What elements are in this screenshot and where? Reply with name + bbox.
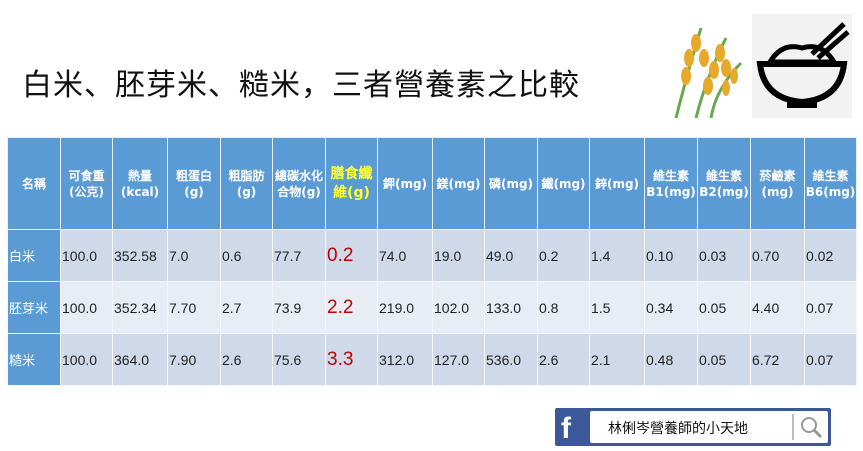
table-cell: 19.0 — [432, 229, 485, 282]
column-header: 維生素B2(mg) — [697, 137, 751, 230]
table-cell: 100.0 — [60, 229, 113, 282]
facebook-search-banner[interactable]: f 林俐岑營養師的小天地 — [555, 408, 831, 446]
table-cell: 0.10 — [644, 229, 698, 282]
table-cell: 73.9 — [272, 281, 326, 334]
column-header: 總碳水化合物(g) — [272, 137, 326, 230]
table-cell: 75.6 — [272, 333, 326, 386]
nutrition-table: 名稱 可食重(公克) 熱量(kcal) 粗蛋白(g) 粗脂肪(g) 總碳水化合物(g) 膳食… — [7, 137, 857, 386]
column-header: 鐵(mg) — [537, 137, 590, 230]
table-cell: 312.0 — [377, 333, 433, 386]
table-cell: 7.0 — [167, 229, 221, 282]
column-header: 可食重(公克) — [60, 137, 113, 230]
facebook-logo-icon: f — [561, 412, 571, 445]
row-name-cell: 胚芽米 — [7, 281, 61, 334]
column-header: 鎂(mg) — [432, 137, 485, 230]
rice-bowl-icon — [752, 14, 852, 118]
table-cell: 0.03 — [697, 229, 751, 282]
column-header: 名稱 — [7, 137, 61, 230]
table-cell: 100.0 — [60, 333, 113, 386]
table-cell: 352.34 — [112, 281, 168, 334]
table-cell: 100.0 — [60, 281, 113, 334]
table-cell: 0.07 — [804, 281, 857, 334]
column-header: 維生素B1(mg) — [644, 137, 698, 230]
table-cell: 4.40 — [750, 281, 805, 334]
column-header: 磷(mg) — [484, 137, 538, 230]
fiber-cell: 2.2 — [325, 281, 378, 334]
column-header: 粗脂肪(g) — [220, 137, 273, 230]
row-name-cell: 糙米 — [7, 333, 61, 386]
table-cell: 0.02 — [804, 229, 857, 282]
table-cell: 0.8 — [537, 281, 590, 334]
table-cell: 7.70 — [167, 281, 221, 334]
table-cell: 0.48 — [644, 333, 698, 386]
table-cell: 2.1 — [589, 333, 645, 386]
column-header: 菸鹼素(mg) — [750, 137, 805, 230]
table-cell: 7.90 — [167, 333, 221, 386]
table-cell: 0.6 — [220, 229, 273, 282]
column-header: 維生素B6(mg) — [804, 137, 857, 230]
table-cell: 77.7 — [272, 229, 326, 282]
table-row: 糙米 100.0 364.0 7.90 2.6 75.6 3.3 312.0 127.0 536.… — [7, 333, 857, 386]
table-row: 白米 100.0 352.58 7.0 0.6 77.7 0.2 74.0 19.0 49.0 0.… — [7, 229, 857, 282]
table-cell: 0.34 — [644, 281, 698, 334]
column-header: 鉀(mg) — [377, 137, 433, 230]
table-cell: 127.0 — [432, 333, 485, 386]
row-name-cell: 白米 — [7, 229, 61, 282]
facebook-page-name: 林俐岑營養師的小天地 — [608, 421, 748, 437]
rice-stalk-icon — [674, 27, 743, 118]
table-cell: 0.70 — [750, 229, 805, 282]
table-cell: 219.0 — [377, 281, 433, 334]
table-cell: 2.6 — [220, 333, 273, 386]
column-header: 膳食纖維(g) — [325, 137, 378, 230]
table-cell: 1.4 — [589, 229, 645, 282]
column-header: 粗蛋白(g) — [167, 137, 221, 230]
column-header: 熱量(kcal) — [112, 137, 168, 230]
fiber-cell: 0.2 — [325, 229, 378, 282]
table-cell: 74.0 — [377, 229, 433, 282]
table-cell: 0.05 — [697, 333, 751, 386]
table-cell: 364.0 — [112, 333, 168, 386]
table-cell: 0.2 — [537, 229, 590, 282]
table-cell: 0.05 — [697, 281, 751, 334]
table-cell: 133.0 — [484, 281, 538, 334]
fiber-cell: 3.3 — [325, 333, 378, 386]
table-cell: 536.0 — [484, 333, 538, 386]
table-cell: 352.58 — [112, 229, 168, 282]
column-header: 鋅(mg) — [589, 137, 645, 230]
table-cell: 2.6 — [537, 333, 590, 386]
table-cell: 49.0 — [484, 229, 538, 282]
table-cell: 6.72 — [750, 333, 805, 386]
search-icon[interactable] — [792, 414, 828, 440]
table-header-row: 名稱 可食重(公克) 熱量(kcal) 粗蛋白(g) 粗脂肪(g) 總碳水化合物(g) 膳食… — [7, 137, 857, 230]
table-cell: 0.07 — [804, 333, 857, 386]
table-cell: 2.7 — [220, 281, 273, 334]
page-title: 白米、胚芽米、糙米，三者營養素之比較 — [22, 68, 580, 103]
table-cell: 1.5 — [589, 281, 645, 334]
table-cell: 102.0 — [432, 281, 485, 334]
table-row: 胚芽米 100.0 352.34 7.70 2.7 73.9 2.2 219.0 102.0 13… — [7, 281, 857, 334]
facebook-search-box[interactable]: 林俐岑營養師的小天地 — [590, 411, 828, 443]
